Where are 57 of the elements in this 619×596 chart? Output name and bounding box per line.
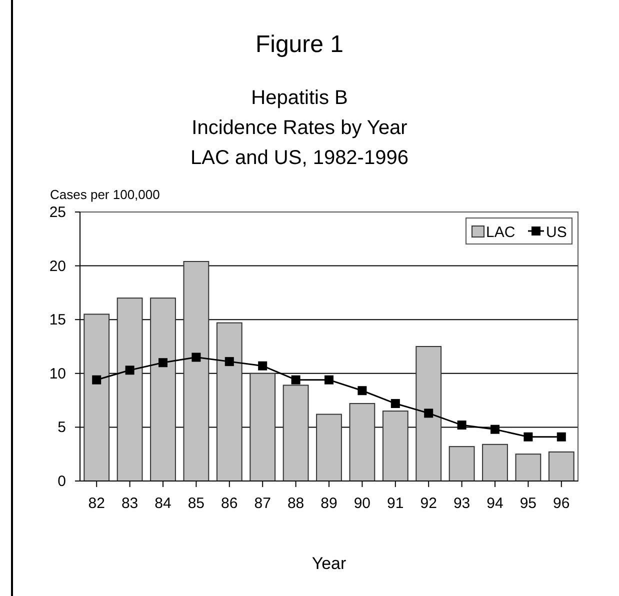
point xyxy=(158,358,168,368)
point xyxy=(424,408,434,418)
point xyxy=(490,424,500,434)
bar xyxy=(282,384,309,482)
x-tick-label: 92 xyxy=(420,495,437,512)
bar xyxy=(250,372,276,482)
point xyxy=(291,375,300,384)
x-tick-label: 89 xyxy=(320,495,338,512)
x-tick-label: 90 xyxy=(354,495,371,512)
x-tick-label: 84 xyxy=(154,495,172,512)
x-tick-label: 93 xyxy=(453,495,470,512)
point xyxy=(524,432,533,442)
x-tick-label: 82 xyxy=(88,495,105,512)
x-tick-label: 94 xyxy=(486,495,504,512)
x-tick-label: 91 xyxy=(387,495,404,512)
chart-subtitle: Hepatitis B Incidence Rates by Year LAC and US, 1982-1996 xyxy=(190,87,408,169)
bar xyxy=(216,322,242,482)
point xyxy=(192,352,201,362)
point xyxy=(390,399,400,408)
point xyxy=(92,375,102,384)
bar xyxy=(316,414,342,482)
x-tick-label: 88 xyxy=(287,495,304,512)
y-tick-label: 5 xyxy=(58,419,66,436)
y-tick-label: 20 xyxy=(49,258,66,275)
x-tick-label: 86 xyxy=(221,495,238,512)
point xyxy=(258,361,268,370)
x-tick-label: 95 xyxy=(520,495,537,512)
point xyxy=(556,432,566,442)
x-tick-label: 83 xyxy=(121,495,138,512)
point xyxy=(224,357,234,366)
point xyxy=(125,366,134,375)
bar xyxy=(515,454,542,482)
point xyxy=(358,386,367,396)
bar xyxy=(548,451,574,482)
x-tick-label: 96 xyxy=(553,495,570,512)
legend-label: US xyxy=(546,224,567,241)
y-tick-label: 25 xyxy=(49,204,66,221)
bar xyxy=(349,403,376,482)
x-tick-label: 85 xyxy=(188,495,205,512)
point xyxy=(457,420,466,430)
bar xyxy=(84,314,110,482)
chart-title: Figure 1 xyxy=(255,31,344,58)
legend-label: LAC xyxy=(486,224,516,241)
bar xyxy=(150,298,176,482)
bar xyxy=(448,446,475,482)
y-tick-label: 15 xyxy=(49,312,66,329)
y-axis-title: Cases per 100,000 xyxy=(50,187,160,202)
x-axis-title: Year xyxy=(312,554,347,573)
y-tick-label: 0 xyxy=(58,473,66,490)
y-tick-label: 10 xyxy=(49,365,66,382)
bar xyxy=(416,346,442,482)
bar xyxy=(382,410,408,482)
point xyxy=(324,375,334,384)
bar xyxy=(482,444,508,482)
bar xyxy=(183,260,210,482)
x-tick-label: 87 xyxy=(254,495,271,512)
bar xyxy=(116,298,143,482)
